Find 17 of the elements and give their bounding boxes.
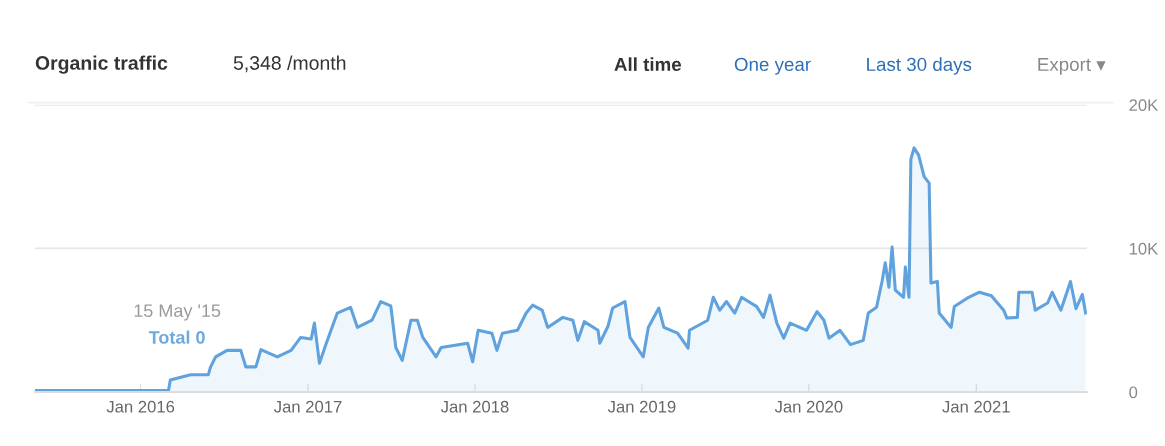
x-tick-label: Jan 2020 <box>774 400 843 413</box>
y-tick-label: 20K <box>1129 99 1159 112</box>
x-tick-label: Jan 2019 <box>607 400 676 413</box>
x-tick-label: Jan 2016 <box>106 400 175 413</box>
x-tick-label: Jan 2021 <box>942 400 1010 413</box>
annotation: Total 0 <box>148 330 205 344</box>
chart-subtitle: 5,348 /month <box>233 55 346 73</box>
annotation: 15 May '15 <box>134 304 221 321</box>
x-tick-label: Jan 2018 <box>440 400 509 413</box>
text: Export ▾ <box>1038 57 1106 75</box>
y-tick-label: 10K <box>1129 242 1159 255</box>
text: One year <box>734 57 811 75</box>
text: Last 30 days <box>867 57 972 75</box>
chart-title: Organic traffic <box>35 55 168 74</box>
text: All time <box>614 57 682 72</box>
y-tick-label: 0 <box>1129 386 1138 399</box>
x-tick-label: Jan 2017 <box>273 400 342 413</box>
